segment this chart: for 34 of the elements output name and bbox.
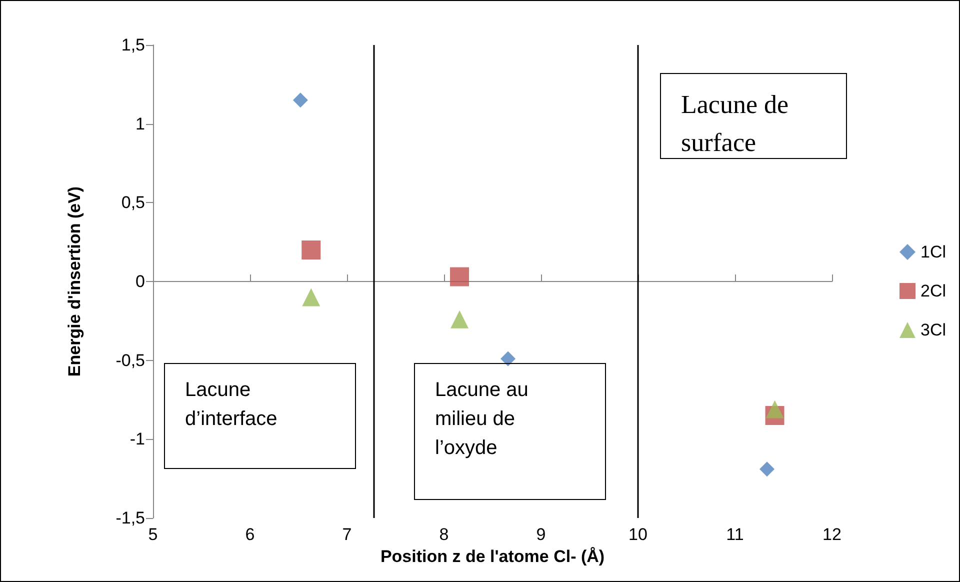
x-tick-label: 5 (148, 525, 158, 544)
x-tick-label: 9 (536, 525, 546, 544)
text-box: Lacune au milieu de l’oxyde (414, 363, 606, 500)
x-tick-label: 10 (628, 525, 648, 544)
legend-label: 3Cl (920, 320, 946, 340)
point (292, 92, 308, 108)
y-tick-label: 1 (136, 114, 145, 134)
y-tick-label: 0,5 (121, 193, 145, 212)
text-box: Lacune de surface (660, 73, 847, 159)
y-tick-label: -1 (130, 430, 145, 449)
annotation: Lacune d’interface (185, 378, 278, 432)
x-tick-label: 12 (822, 525, 842, 544)
point (302, 240, 321, 260)
point (500, 351, 516, 366)
y-tick-label: 1,5 (121, 36, 145, 54)
legend-label: 2Cl (920, 282, 946, 300)
point (450, 310, 469, 328)
x-tick-label: 8 (439, 525, 449, 544)
x-tick-label: 11 (726, 525, 744, 544)
text-box: Lacune d’interface (164, 363, 356, 469)
y-axis-title: Energie d'insertion (eV) (65, 186, 84, 377)
legend-label: 1Cl (920, 242, 946, 262)
point (302, 288, 320, 306)
x-axis-title: Position z de l'atome Cl- (Å) (380, 547, 605, 566)
x-tick-label: 7 (342, 525, 352, 544)
y-tick-label: -1,5 (116, 508, 145, 528)
point (766, 400, 784, 418)
point (760, 462, 775, 477)
point (450, 267, 470, 286)
annotation: Lacune de surface (681, 89, 790, 159)
y-tick-label: -0,5 (116, 350, 145, 370)
annotation: Lacune au milieu de l’oxyde (435, 378, 530, 461)
y-tick-label: 0 (136, 272, 145, 291)
x-tick-label: 6 (245, 525, 255, 544)
